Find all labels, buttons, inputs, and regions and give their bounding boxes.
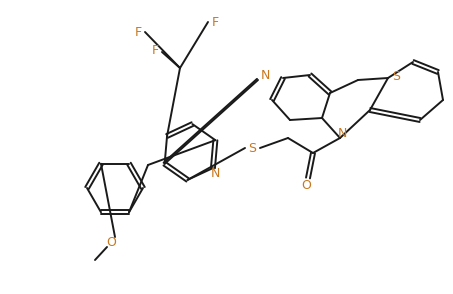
Text: N: N [260,69,270,81]
Text: N: N [211,167,221,180]
Text: O: O [301,178,311,191]
Text: S: S [248,141,256,155]
Text: F: F [151,44,159,56]
Text: N: N [337,126,347,139]
Text: F: F [135,26,142,39]
Text: S: S [392,69,400,83]
Text: F: F [212,16,218,29]
Text: O: O [106,235,116,248]
